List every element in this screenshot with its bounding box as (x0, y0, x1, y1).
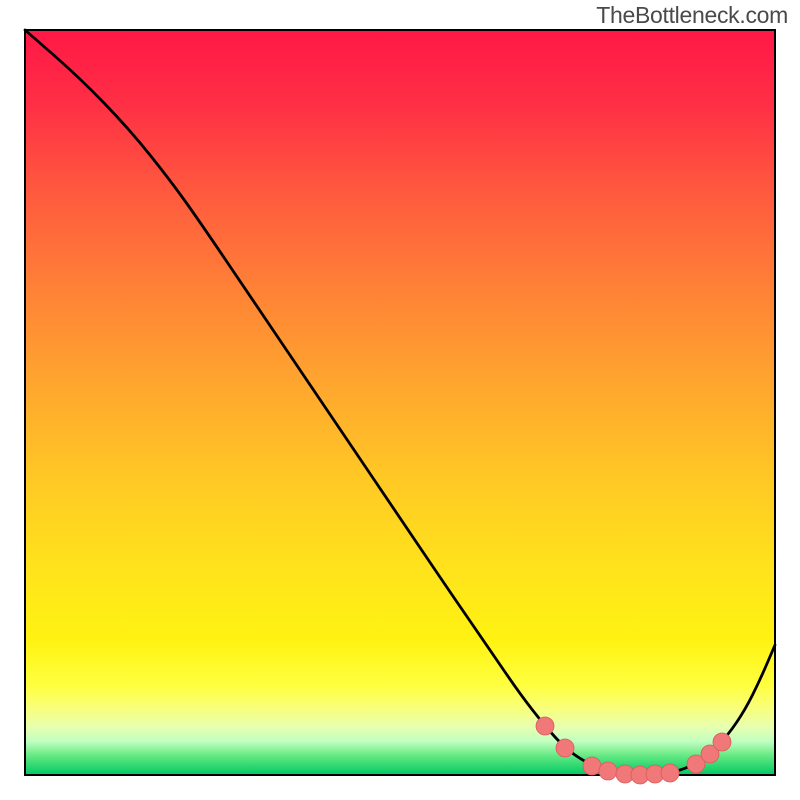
bottleneck-curve-chart (0, 0, 800, 800)
data-marker (536, 717, 554, 735)
data-marker (556, 739, 574, 757)
data-marker (599, 762, 617, 780)
data-marker (661, 764, 679, 782)
data-marker (713, 733, 731, 751)
watermark-text: TheBottleneck.com (596, 2, 788, 29)
chart-container: TheBottleneck.com (0, 0, 800, 800)
data-marker (583, 757, 601, 775)
